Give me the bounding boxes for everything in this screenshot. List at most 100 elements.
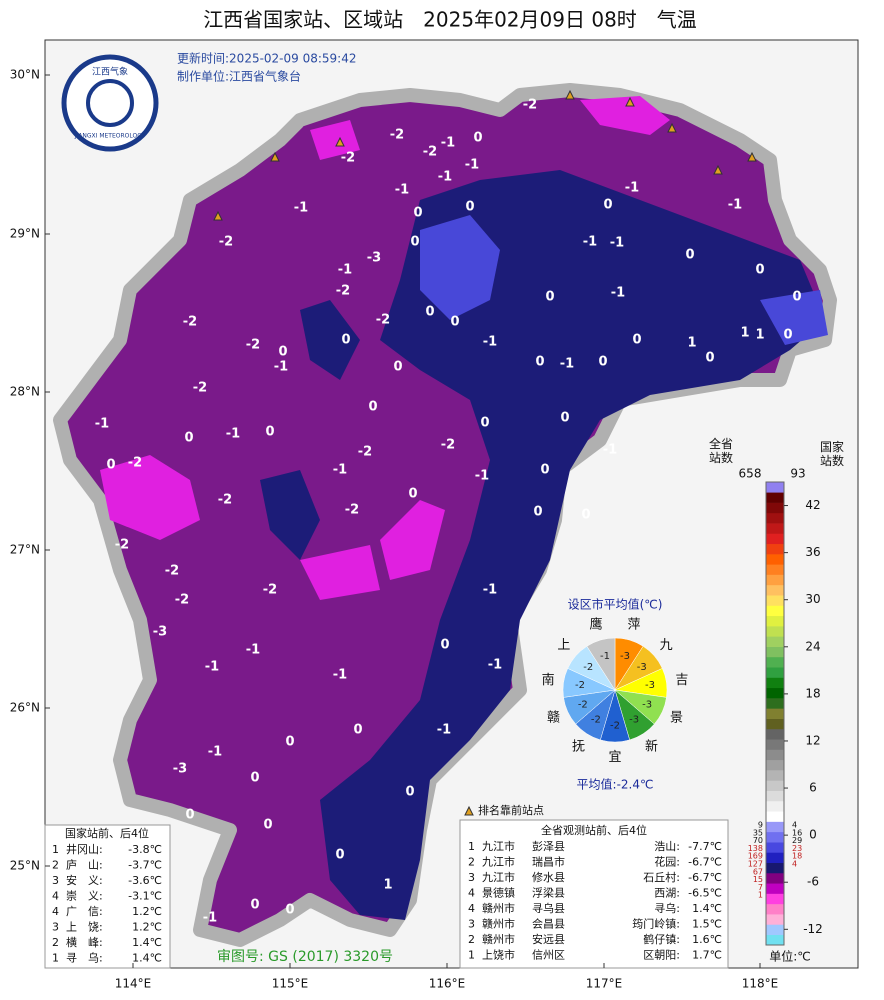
station-temp: -2 [115,538,129,553]
left-count: 70 [753,836,763,845]
colorbar-cell [766,780,784,791]
station-temp: -1 [728,198,742,213]
lat-label: 28°N [10,385,40,399]
producer: 制作单位:江西省气象台 [177,69,301,84]
station-temp: 0 [783,328,792,343]
station-temp: -2 [219,235,233,250]
colorbar-cell [766,770,784,781]
pie-name: 抚 [572,739,585,754]
national-cell: 安 义: [66,873,103,887]
all-cell: -6.7℃ [688,871,722,884]
national-cell: -3.1℃ [128,890,162,903]
colorbar-label: 36 [805,545,820,559]
colorbar-cell [766,708,784,719]
station-temp: -2 [165,564,179,579]
all-cell: 3 [468,871,475,884]
all-cell: 九江市 [482,839,515,853]
station-temp: -1 [205,660,219,675]
colorbar-cell [766,749,784,761]
marker-icon [464,805,474,816]
all-count-label-line: 站数 [709,450,733,465]
national-table-title: 国家站前、后4位 [65,826,149,840]
station-temp: -2 [423,145,437,160]
colorbar-cell [766,739,784,750]
pie-name: 景 [670,711,683,726]
left-count: 138 [748,844,763,853]
station-temp: 0 [393,360,402,375]
pie-name: 新 [645,738,658,754]
station-temp: 0 [440,638,449,653]
national-cell: 3 [52,921,59,934]
lon-label: 114°E [115,977,152,991]
all-cell: 修水县 [532,870,565,884]
nat-count-label: 国家站数 [820,439,844,468]
colorbar-cell [766,626,784,637]
station-temp: -1 [483,335,497,350]
station-temp: -2 [183,315,197,330]
national-cell: 1.2℃ [132,905,162,918]
national-cell: 横 峰: [66,935,103,949]
left-count: 169 [748,852,763,861]
colorbar-cell [766,893,784,905]
rank-marker [213,210,223,221]
lat-label: 25°N [10,859,40,873]
pie-slice [586,637,616,691]
lon-label: 118°E [742,977,779,991]
all-cell: 区朝阳: [643,949,680,962]
pie-value: -2 [575,680,585,691]
pie-value: -3 [620,651,630,662]
colorbar-cell [766,554,784,565]
all-cell: 1.7℃ [692,949,722,962]
station-temp: 0 [184,431,193,446]
pie-value: -3 [637,662,647,673]
approval: 审图号: GS (2017) 3320号 [217,949,393,965]
colorbar-cell [766,728,784,740]
station-temp: 0 [792,290,801,305]
station-temp: 1 [755,328,764,343]
station-temp: -2 [128,456,142,471]
station-temp: -1 [583,235,597,250]
colorbar-cell [766,564,784,575]
station-temp: -2 [345,503,359,518]
all-cell: -7.7℃ [688,840,722,853]
station-temp: -2 [376,313,390,328]
all-cell: -6.5℃ [688,887,722,900]
station-temp: -1 [274,360,288,375]
station-temp: -2 [263,583,277,598]
colorbar-label: -6 [807,875,819,889]
all-cell: 筠门岭镇: [632,917,680,931]
colorbar-label: 0 [809,828,817,842]
station-temp: -1 [465,158,479,173]
lat-label: 26°N [10,701,40,715]
all-cell: 会昌县 [532,918,565,931]
station-temp: -1 [437,723,451,738]
all-cell: 花园: [654,856,680,869]
pie-value: -3 [629,715,639,726]
national-cell: -3.7℃ [128,859,162,872]
colorbar-label: 12 [805,733,820,747]
all-count: 658 [739,467,762,481]
station-temp: 0 [250,898,259,913]
pie-value: -2 [610,720,620,731]
station-temp: 0 [603,198,612,213]
national-cell: -3.6℃ [128,874,162,887]
colorbar-label: -12 [803,922,823,936]
left-count: 1 [758,891,763,900]
station-temp: 0 [263,818,272,833]
colorbar-cell [766,482,784,493]
colorbar-cell [766,698,784,709]
station-temp: 0 [533,505,542,520]
all-cell: 1.5℃ [692,918,722,931]
colorbar-cell [766,512,784,524]
station-temp: -2 [246,338,260,353]
right-count: 4 [792,821,797,830]
national-cell: 1.2℃ [132,921,162,934]
station-temp: 0 [473,131,482,146]
colorbar-frame [765,481,785,946]
station-temp: -1 [610,236,624,251]
station-temp: -2 [193,381,207,396]
station-temp: 0 [705,351,714,366]
all-cell: 景德镇 [482,886,515,900]
pie-value: -3 [645,680,655,691]
national-cell: 寻 乌: [66,951,103,965]
